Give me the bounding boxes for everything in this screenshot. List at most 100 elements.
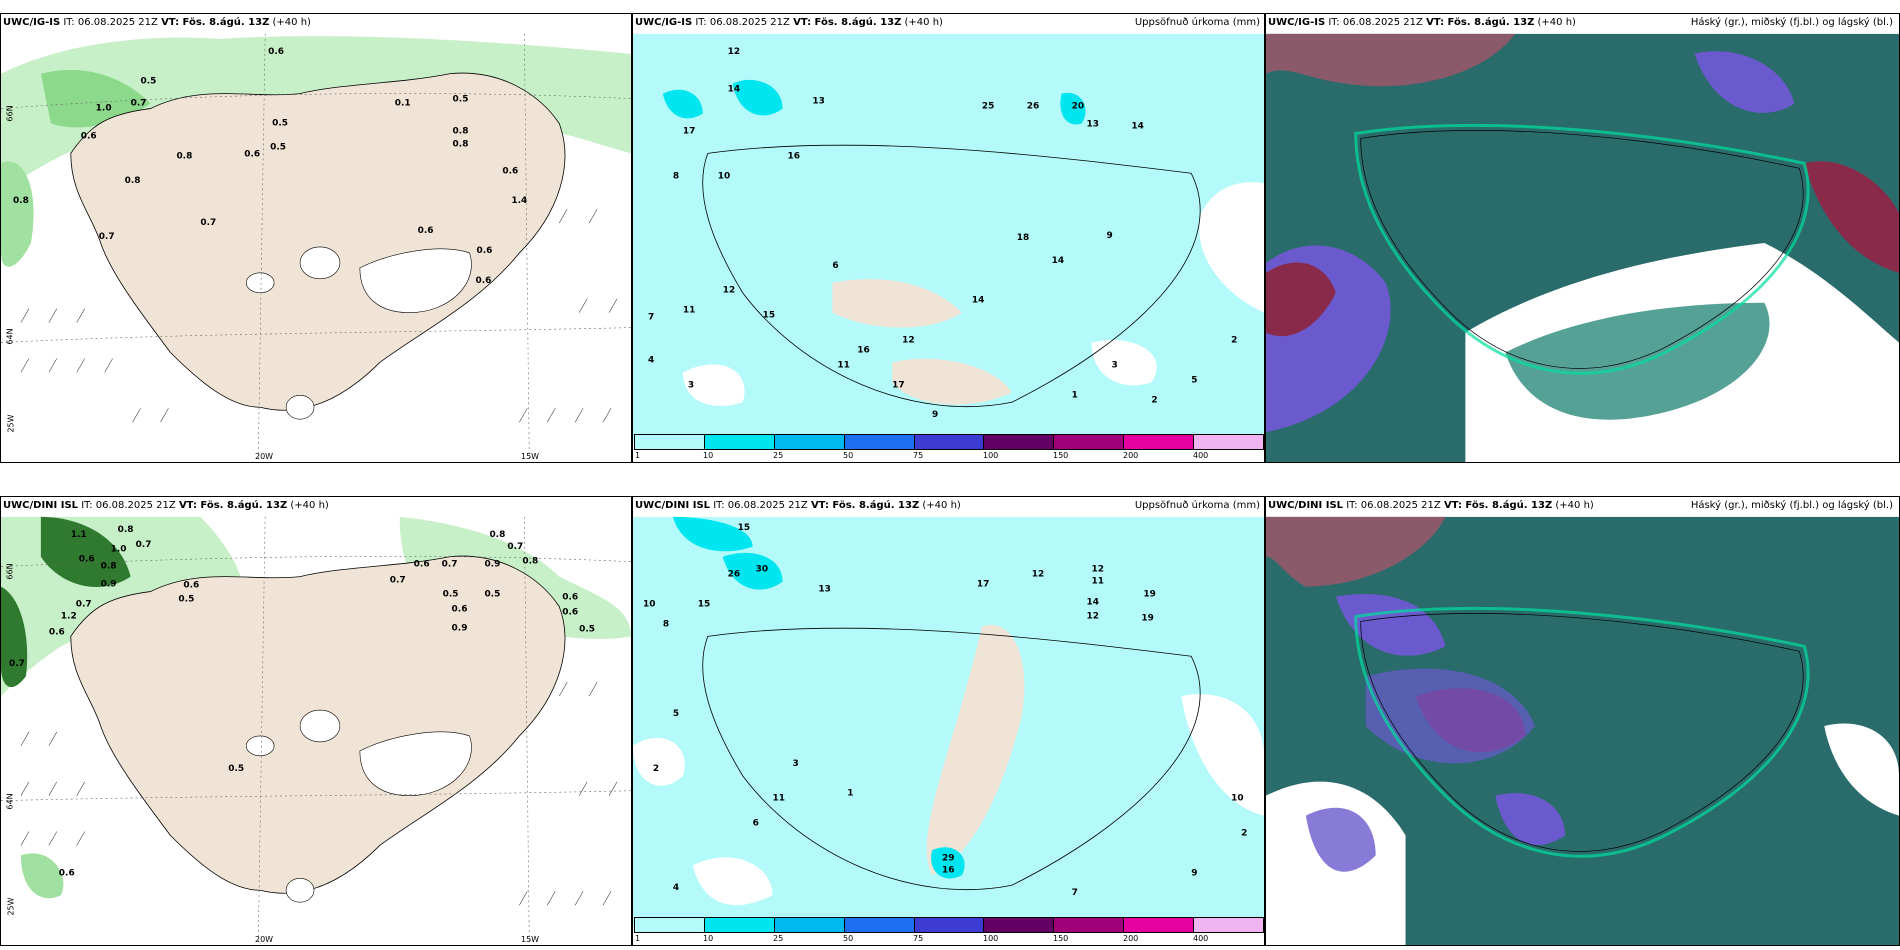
wind-value: 1.0 xyxy=(111,545,127,555)
wind-value: 0.5 xyxy=(484,590,500,600)
precip-value: 14 xyxy=(1052,256,1064,266)
lat-label: 66N xyxy=(5,105,15,122)
wind-value: 0.6 xyxy=(268,47,284,57)
wind-value: 0.6 xyxy=(418,226,434,236)
wind-map: 1.1 0.8 0.7 1.0 0.6 0.8 0.9 0.5 0.6 0.7 … xyxy=(1,516,631,945)
colorbar-tick: 400 xyxy=(1193,451,1209,460)
wind-value: 0.5 xyxy=(228,764,244,774)
wind-value: 0.8 xyxy=(101,562,117,572)
precip-title: Uppsöfnuð úrkoma (mm) xyxy=(1134,500,1260,511)
precip-value: 15 xyxy=(763,311,775,321)
wind-value: 0.6 xyxy=(502,166,518,176)
colorbar-swatch xyxy=(704,918,775,932)
valid-time: VT: Fös. 8.ágú. 13Z xyxy=(793,17,902,28)
wind-value: 0.8 xyxy=(522,557,538,567)
wind-panel-row1: UWC/IG-IS IT: 06.08.2025 21Z VT: Fös. 8.… xyxy=(0,13,632,463)
precip-value: 12 xyxy=(728,47,740,57)
precip-value: 3 xyxy=(688,380,694,390)
wind-value: 0.7 xyxy=(9,659,25,669)
wind-value: 1.2 xyxy=(61,611,77,621)
colorbar-swatch xyxy=(704,435,775,449)
precip-value: 3 xyxy=(792,759,798,769)
model-name: UWC/DINI ISL xyxy=(3,500,79,511)
wind-value: 0.6 xyxy=(49,627,65,637)
precip-value: 4 xyxy=(648,355,654,365)
precip-value: 26 xyxy=(1027,102,1039,112)
colorbar-tick: 25 xyxy=(773,934,784,943)
wind-value: 0.9 xyxy=(484,560,500,570)
colorbar-swatch xyxy=(1194,918,1264,932)
precip-value: 13 xyxy=(812,97,824,107)
wind-value: 0.9 xyxy=(101,580,117,590)
wind-value: 1.4 xyxy=(511,196,527,206)
model-name: UWC/IG-IS xyxy=(1268,17,1326,28)
precip-value: 11 xyxy=(773,794,785,804)
precip-value: 3 xyxy=(1111,360,1117,370)
panel-header: UWC/IG-IS IT: 06.08.2025 21Z VT: Fös. 8.… xyxy=(635,14,1264,32)
precip-value: 7 xyxy=(1072,888,1078,898)
colorbar-tick: 100 xyxy=(983,451,999,460)
cloud-map xyxy=(1266,33,1899,462)
wind-value: 0.1 xyxy=(395,99,411,109)
precip-value: 20 xyxy=(1072,102,1084,112)
colorbar-swatch xyxy=(635,918,705,932)
precip-value: 13 xyxy=(1087,120,1099,130)
precip-map: 12 14 17 13 25 20 26 16 13 14 8 10 12 11… xyxy=(633,33,1264,443)
wind-value: 0.6 xyxy=(414,560,430,570)
colorbar-tick: 150 xyxy=(1053,934,1069,943)
precip-value: 10 xyxy=(643,600,655,610)
colorbar-tick: 75 xyxy=(913,451,924,460)
wind-value: 0.5 xyxy=(443,590,459,600)
lead-time: (+40 h) xyxy=(1555,500,1594,511)
colorbar-tick: 150 xyxy=(1053,451,1069,460)
precip-panel-row1: UWC/IG-IS IT: 06.08.2025 21Z VT: Fös. 8.… xyxy=(632,13,1265,463)
wind-value: 0.6 xyxy=(562,593,578,603)
wind-value: 0.6 xyxy=(244,149,260,159)
precip-value: 12 xyxy=(723,286,735,296)
precip-value: 15 xyxy=(738,523,750,533)
colorbar-swatch xyxy=(844,435,915,449)
precip-value: 1 xyxy=(1072,390,1078,400)
valid-time: VT: Fös. 8.ágú. 13Z xyxy=(810,500,920,511)
lon-label: 20W xyxy=(255,935,274,944)
precip-value: 17 xyxy=(892,380,904,390)
wind-value: 0.7 xyxy=(131,99,147,109)
valid-time: VT: Fös. 8.ágú. 13Z xyxy=(161,17,270,28)
precip-value: 18 xyxy=(1017,233,1029,243)
wind-value: 0.6 xyxy=(475,276,491,286)
precip-value: 8 xyxy=(673,171,679,181)
valid-time: VT: Fös. 8.ágú. 13Z xyxy=(1426,17,1535,28)
precip-value: 19 xyxy=(1143,590,1155,600)
precip-value: 12 xyxy=(1092,565,1104,575)
init-time: IT: 06.08.2025 21Z xyxy=(1346,500,1441,511)
colorbar-tick: 50 xyxy=(843,451,854,460)
precip-colorbar xyxy=(634,434,1264,450)
wind-value: 0.6 xyxy=(183,581,199,591)
lon-label: 15W xyxy=(521,452,540,461)
precip-value: 12 xyxy=(1032,570,1044,580)
panel-header: UWC/DINI ISL IT: 06.08.2025 21Z VT: Fös.… xyxy=(1268,497,1897,515)
precip-value: 2 xyxy=(1241,828,1247,838)
colorbar-swatch xyxy=(1054,435,1125,449)
panel-header: UWC/DINI ISL IT: 06.08.2025 21Z VT: Fös.… xyxy=(635,497,1264,515)
wind-value: 0.7 xyxy=(507,542,523,552)
wind-value: 0.6 xyxy=(452,604,468,614)
colorbar-tick: 200 xyxy=(1123,451,1139,460)
lon-label: 25W xyxy=(6,414,16,433)
panel-header: UWC/IG-IS IT: 06.08.2025 21Z VT: Fös. 8.… xyxy=(3,14,311,32)
wind-value: 1.1 xyxy=(71,530,87,540)
panel-header: UWC/DINI ISL IT: 06.08.2025 21Z VT: Fös.… xyxy=(3,497,329,515)
wind-value: 0.7 xyxy=(442,560,458,570)
precip-value: 16 xyxy=(857,345,869,355)
precip-value: 6 xyxy=(753,819,759,829)
colorbar-tick: 10 xyxy=(703,451,714,460)
precip-value: 19 xyxy=(1141,613,1153,623)
precip-value: 5 xyxy=(673,709,679,719)
wind-value: 0.9 xyxy=(452,623,468,633)
wind-value: 0.8 xyxy=(118,525,134,535)
colorbar-swatch xyxy=(1124,435,1195,449)
cloud-map xyxy=(1266,516,1899,945)
lon-label: 20W xyxy=(255,452,274,461)
colorbar-swatch xyxy=(1054,918,1125,932)
precip-value: 11 xyxy=(1092,577,1104,587)
